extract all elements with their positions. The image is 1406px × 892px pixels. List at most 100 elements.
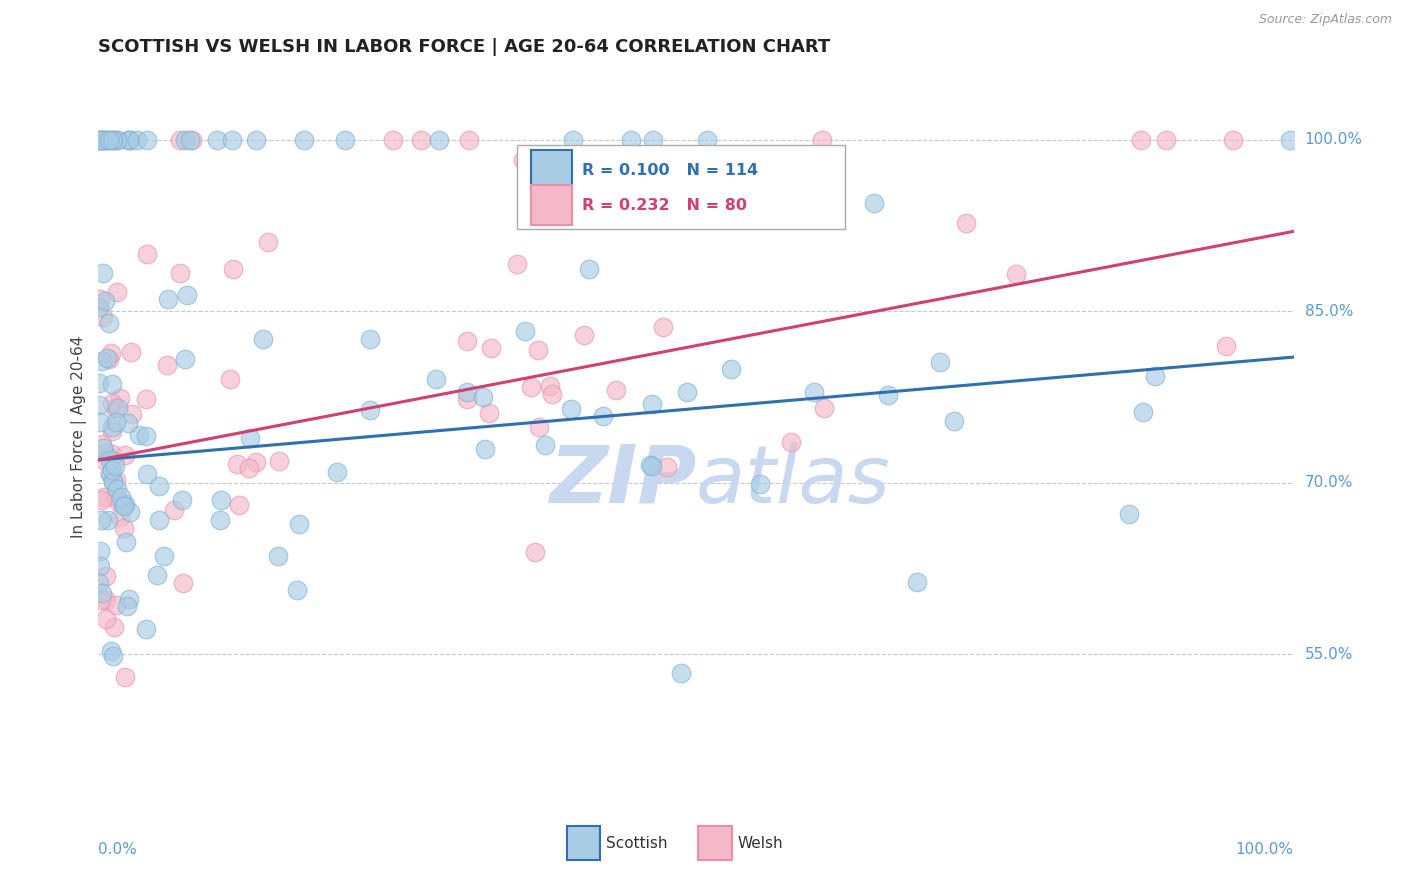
Scottish <box>117 592 139 607</box>
Welsh <box>172 576 194 591</box>
Text: 85.0%: 85.0% <box>1305 304 1353 318</box>
Welsh <box>1129 133 1152 147</box>
Welsh <box>813 401 835 415</box>
Scottish <box>592 409 614 423</box>
Welsh <box>91 133 114 147</box>
Text: 100.0%: 100.0% <box>1236 842 1294 856</box>
Welsh <box>163 502 186 516</box>
Scottish <box>87 300 110 314</box>
Welsh <box>101 424 124 438</box>
Scottish <box>173 133 195 147</box>
Scottish <box>98 453 121 467</box>
Scottish <box>100 644 122 658</box>
Text: Scottish: Scottish <box>606 836 668 851</box>
Scottish <box>100 420 122 434</box>
Welsh <box>114 448 136 462</box>
Scottish <box>1118 507 1140 521</box>
Scottish <box>87 575 110 590</box>
Welsh <box>1215 339 1237 353</box>
Scottish <box>641 133 664 147</box>
Welsh <box>572 327 595 342</box>
Scottish <box>561 133 583 147</box>
Welsh <box>90 452 112 467</box>
Text: R = 0.232   N = 80: R = 0.232 N = 80 <box>582 198 748 212</box>
Scottish <box>96 133 118 147</box>
Scottish <box>148 513 170 527</box>
Welsh <box>222 262 245 277</box>
Scottish <box>104 415 127 429</box>
Welsh <box>811 133 834 147</box>
Welsh <box>108 509 131 524</box>
Welsh <box>1154 133 1177 147</box>
Scottish <box>153 549 176 564</box>
Scottish <box>266 549 288 563</box>
Welsh <box>104 489 127 503</box>
Scottish <box>208 513 231 527</box>
Welsh <box>228 498 250 512</box>
Welsh <box>411 133 433 147</box>
Welsh <box>97 352 120 367</box>
Scottish <box>1144 369 1167 384</box>
FancyBboxPatch shape <box>531 186 572 225</box>
Welsh <box>655 460 678 475</box>
Scottish <box>89 559 111 574</box>
Welsh <box>512 153 534 168</box>
Scottish <box>96 351 118 366</box>
Welsh <box>524 544 547 558</box>
Text: R = 0.100   N = 114: R = 0.100 N = 114 <box>582 162 759 178</box>
Welsh <box>103 454 125 468</box>
Welsh <box>91 310 114 324</box>
Scottish <box>101 475 124 489</box>
Scottish <box>943 414 966 428</box>
Welsh <box>89 133 111 147</box>
Scottish <box>117 599 139 614</box>
Welsh <box>538 379 561 393</box>
Welsh <box>269 454 291 468</box>
Scottish <box>89 544 111 558</box>
Welsh <box>90 437 112 451</box>
Welsh <box>94 568 117 582</box>
Welsh <box>519 380 541 394</box>
Welsh <box>100 346 122 360</box>
Scottish <box>135 133 157 147</box>
Scottish <box>117 133 139 147</box>
Scottish <box>135 429 157 443</box>
Scottish <box>156 293 179 307</box>
Welsh <box>120 344 142 359</box>
Scottish <box>287 516 309 531</box>
Scottish <box>876 387 898 401</box>
Welsh <box>955 216 977 230</box>
Scottish <box>97 512 120 526</box>
Scottish <box>89 133 111 147</box>
Welsh <box>100 133 122 147</box>
Scottish <box>114 535 136 549</box>
Welsh <box>457 133 479 147</box>
Welsh <box>529 419 551 434</box>
Welsh <box>181 133 204 147</box>
Scottish <box>534 438 557 452</box>
Welsh <box>456 392 478 406</box>
FancyBboxPatch shape <box>531 151 572 190</box>
Scottish <box>427 133 450 147</box>
Scottish <box>100 466 122 480</box>
Scottish <box>93 445 115 459</box>
Welsh <box>456 334 478 348</box>
Scottish <box>474 442 496 456</box>
Welsh <box>219 372 242 386</box>
Scottish <box>91 266 114 280</box>
Scottish <box>101 648 124 663</box>
Text: 70.0%: 70.0% <box>1305 475 1353 491</box>
Scottish <box>100 463 122 477</box>
Text: ZIP: ZIP <box>548 442 696 520</box>
Text: 100.0%: 100.0% <box>1305 132 1362 147</box>
Scottish <box>101 133 124 147</box>
Scottish <box>118 133 141 147</box>
Scottish <box>292 133 315 147</box>
Welsh <box>225 457 247 471</box>
Scottish <box>136 467 159 482</box>
Scottish <box>104 458 127 473</box>
Welsh <box>114 670 136 684</box>
Text: 55.0%: 55.0% <box>1305 647 1353 662</box>
Scottish <box>221 133 243 147</box>
Scottish <box>91 354 114 368</box>
